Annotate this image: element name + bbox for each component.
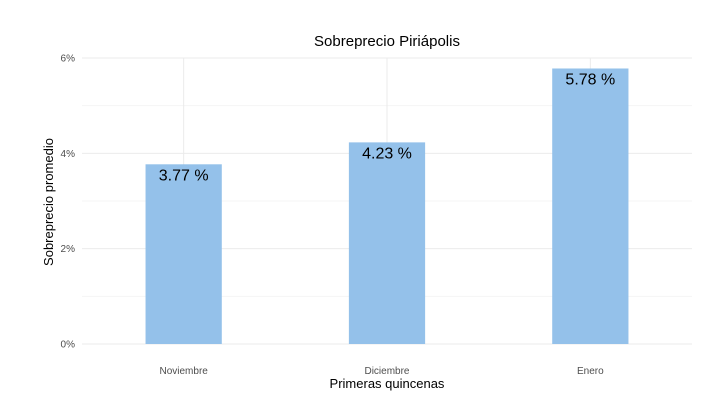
bars — [145, 68, 629, 344]
x-tick-label: Noviembre — [159, 366, 208, 377]
chart-title: Sobreprecio Piriápolis — [314, 33, 460, 50]
bar-noviembre — [145, 164, 222, 344]
bar-value-labels: 3.77 % 4.23 % 5.78 % — [159, 71, 615, 184]
x-axis-title: Primeras quincenas — [330, 376, 445, 391]
y-tick-label: 0% — [61, 340, 76, 351]
y-tick-label: 2% — [61, 244, 76, 255]
y-axis-ticks: 0% 2% 4% 6% — [61, 54, 76, 351]
x-tick-label: Enero — [577, 366, 604, 377]
x-axis-ticks: Noviembre Diciembre Enero — [159, 366, 604, 377]
x-tick-label: Diciembre — [364, 366, 409, 377]
bar-diciembre — [348, 142, 426, 344]
bar-value-label: 3.77 % — [159, 167, 209, 184]
y-axis-title: Sobreprecio promedio — [41, 138, 56, 266]
y-tick-label: 6% — [61, 54, 76, 65]
bar-enero — [552, 68, 629, 344]
bar-value-label: 5.78 % — [565, 71, 615, 88]
y-tick-label: 4% — [61, 149, 76, 160]
bar-value-label: 4.23 % — [362, 145, 412, 162]
